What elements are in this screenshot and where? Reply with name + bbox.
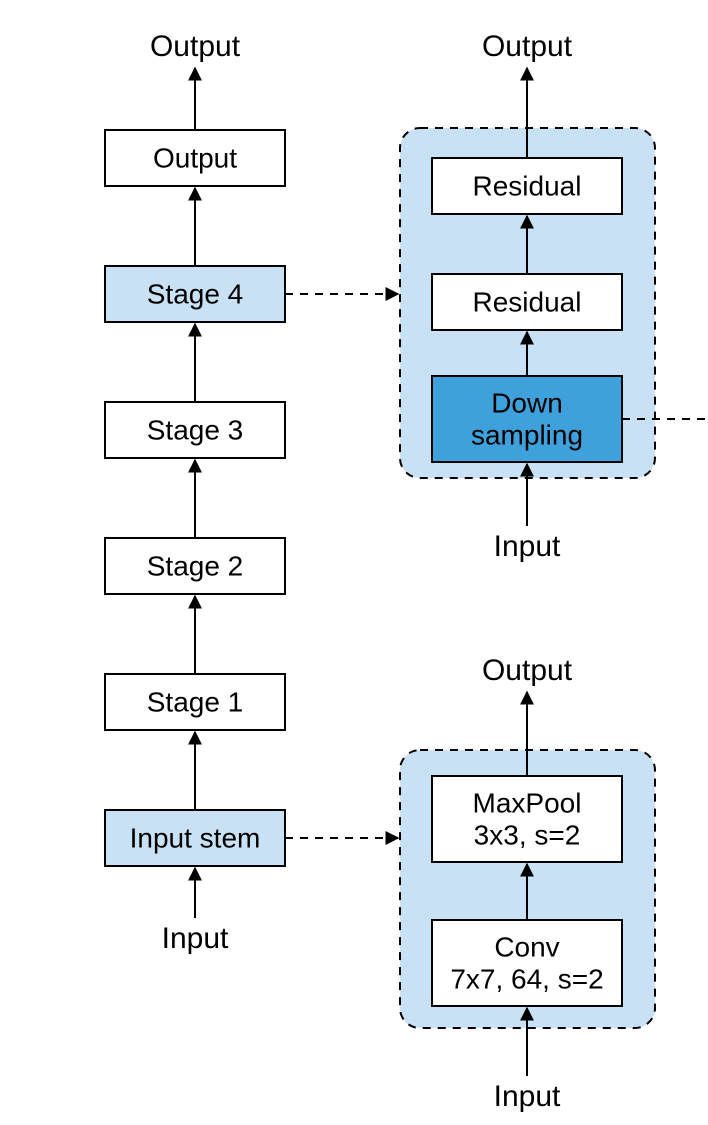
tr-output-label: Output [482,30,573,63]
left-output-label: Output [150,30,241,63]
node-label-maxpool-2: 3x3, s=2 [474,819,581,850]
node-label-conv-1: Conv [494,931,559,962]
node-label-stage4: Stage 4 [147,278,244,309]
node-label-stage3: Stage 3 [147,414,244,445]
node-label-conv-2: 7x7, 64, s=2 [450,963,603,994]
left-input-label: Input [162,922,229,955]
node-label-stage2: Stage 2 [147,550,244,581]
br-output-label: Output [482,654,573,687]
node-label-residual1: Residual [473,286,582,317]
node-label-stage1: Stage 1 [147,686,244,717]
node-label-residual2: Residual [473,170,582,201]
node-label-downsamp-2: sampling [471,419,583,450]
node-label-output_box: Output [153,142,237,173]
tr-input-label: Input [494,530,561,563]
node-label-downsamp-1: Down [491,387,563,418]
node-label-maxpool-1: MaxPool [473,787,582,818]
node-label-input_stem: Input stem [130,822,261,853]
br-input-label: Input [494,1080,561,1113]
